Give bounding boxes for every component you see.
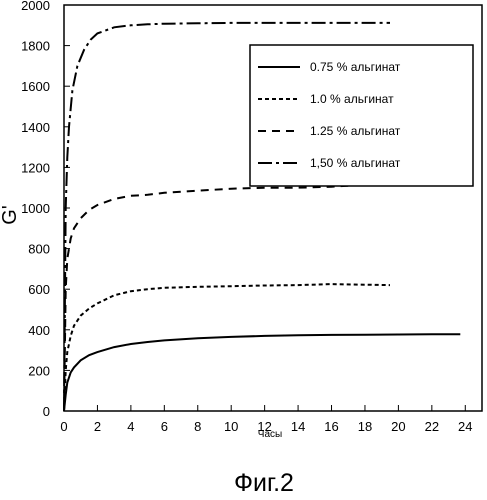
x-tick-label: 14 <box>291 419 305 434</box>
x-tick-label: 22 <box>425 419 439 434</box>
figure-caption: Фиг.2 <box>234 469 294 497</box>
legend-label-1: 0.75 % альгинат <box>310 60 401 74</box>
legend-label-4: 1,50 % альгинат <box>310 156 401 170</box>
x-tick-label: 16 <box>324 419 338 434</box>
y-tick-label: 400 <box>28 323 50 338</box>
x-tick-label: 24 <box>458 419 472 434</box>
y-tick-label: 0 <box>43 404 50 419</box>
x-tick-label: 6 <box>161 419 168 434</box>
y-axis-label: G' <box>0 205 21 224</box>
y-tick-label: 2000 <box>21 0 50 13</box>
legend-label-3: 1.25 % альгинат <box>310 124 401 138</box>
y-tick-label: 1200 <box>21 160 50 175</box>
legend: 0.75 % альгинат 1.0 % альгинат 1.25 % альг… <box>250 45 473 186</box>
x-tick-label: 0 <box>60 419 67 434</box>
x-tick-label: 2 <box>94 419 101 434</box>
y-tick-label: 1600 <box>21 79 50 94</box>
y-tick-label: 1000 <box>21 201 50 216</box>
x-tick-label: 10 <box>224 419 238 434</box>
y-tick-label: 200 <box>28 363 50 378</box>
y-tick-label: 1800 <box>21 39 50 54</box>
x-tick-label: 18 <box>358 419 372 434</box>
y-tick-label: 600 <box>28 282 50 297</box>
y-tick-label: 800 <box>28 242 50 257</box>
y-tick-label: 1400 <box>21 120 50 135</box>
x-tick-label: 20 <box>391 419 405 434</box>
x-tick-label: 4 <box>127 419 134 434</box>
series-line-1 <box>64 334 460 411</box>
y-axis-ticks: 0 200 400 600 800 1000 1200 1400 1600 1800 2000 <box>21 0 70 419</box>
x-tick-label: 8 <box>194 419 201 434</box>
legend-label-2: 1.0 % альгинат <box>310 92 394 106</box>
x-axis-label: Часы <box>258 429 282 440</box>
